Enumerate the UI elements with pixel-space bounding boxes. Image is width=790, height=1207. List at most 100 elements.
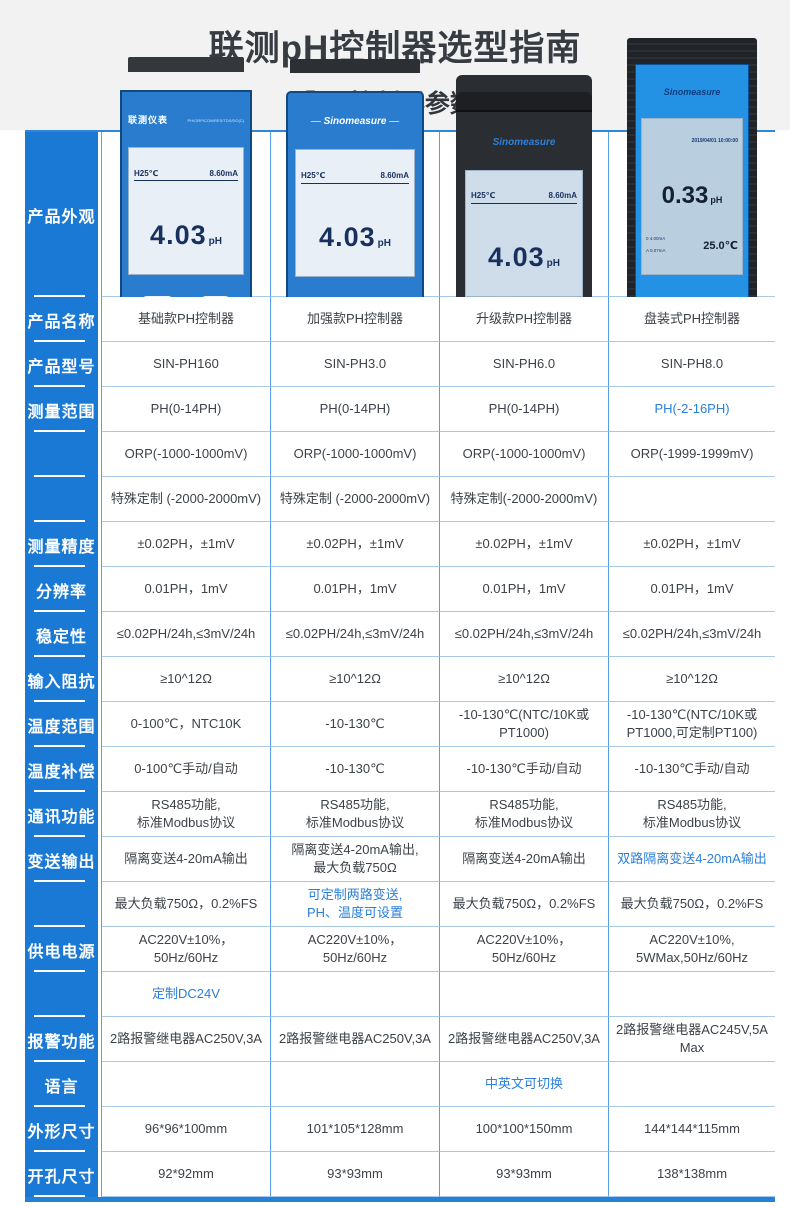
table-cell: 特殊定制(-2000-2000mV) [439, 477, 608, 522]
table-cell: 隔离变送4-20mA输出 [101, 837, 270, 882]
table-cell: 加强款PH控制器 [270, 297, 439, 342]
table-cell: ±0.02PH，±1mV [608, 522, 775, 567]
row-label: 温度范围 [25, 702, 101, 747]
table-cell: AC220V±10%，50Hz/60Hz [270, 927, 439, 972]
table-cell [270, 1062, 439, 1107]
product-image-panel: Sinomeasure 2019/04/01 10:00:00 0.33 pH 0… [608, 38, 775, 390]
row-label: 测量范围 [25, 387, 101, 432]
row-label: 产品型号 [25, 342, 101, 387]
device-lcd: H25℃ 8.60mA 4.03 pH [295, 149, 415, 277]
table-cell: 0-100℃手动/自动 [101, 747, 270, 792]
device-brand: Sinomeasure [492, 136, 556, 148]
table-cell: SIN-PH160 [101, 342, 270, 387]
table-cell: PH(0-14PH) [270, 387, 439, 432]
table-cell [608, 477, 775, 522]
table-cell: 特殊定制 (-2000-2000mV) [270, 477, 439, 522]
lcd-current: 8.60mA [380, 170, 409, 180]
lcd-unit: pH [710, 195, 723, 206]
table-cell: ≥10^12Ω [270, 657, 439, 702]
table-cell: ORP(-1000-1000mV) [270, 432, 439, 477]
row-label: 稳定性 [25, 612, 101, 657]
table-cell: ≤0.02PH/24h,≤3mV/24h [439, 612, 608, 657]
lcd-output1: 0 4.00mA [646, 235, 666, 241]
row-label: 报警功能 [25, 1017, 101, 1062]
row-label: 通讯功能 [25, 792, 101, 837]
table-cell: 2路报警继电器AC250V,3A [439, 1017, 608, 1062]
table-cell [439, 972, 608, 1017]
table-cell: 可定制两路变送, PH、温度可设置 [270, 882, 439, 927]
table-cell: 96*96*100mm [101, 1107, 270, 1152]
table-cell: 144*144*115mm [608, 1107, 775, 1152]
table-cell: 双路隔离变送4-20mA输出 [608, 837, 775, 882]
table-cell: ≥10^12Ω [608, 657, 775, 702]
lcd-output2: A 0.07mA [646, 247, 666, 253]
table-cell: AC220V±10%，50Hz/60Hz [439, 927, 608, 972]
row-label: 供电电源 [25, 927, 101, 972]
lcd-value: 0.33 [661, 182, 709, 210]
lcd-temp: H25℃ [301, 170, 326, 180]
table-cell: ≥10^12Ω [439, 657, 608, 702]
table-cell: 升级款PH控制器 [439, 297, 608, 342]
table-cell: -10-130℃ [270, 747, 439, 792]
table-cell [270, 972, 439, 1017]
table-cell: ≥10^12Ω [101, 657, 270, 702]
table-cell: RS485功能, 标准Modbus协议 [270, 792, 439, 837]
device-lid [290, 59, 420, 74]
table-cell: RS485功能, 标准Modbus协议 [439, 792, 608, 837]
table-cell: PH(-2-16PH) [608, 387, 775, 432]
table-cell: RS485功能, 标准Modbus协议 [608, 792, 775, 837]
lcd-unit: pH [377, 237, 391, 249]
lcd-current: 8.60mA [548, 191, 577, 201]
table-cell: ±0.02PH，±1mV [101, 522, 270, 567]
table-cell: 93*93mm [270, 1152, 439, 1197]
table-cell: PH(0-14PH) [101, 387, 270, 432]
table-cell: ≤0.02PH/24h,≤3mV/24h [608, 612, 775, 657]
table-cell: 93*93mm [439, 1152, 608, 1197]
table-cell: 0.01PH，1mV [101, 567, 270, 612]
device-brand: Sinomeasure [663, 87, 721, 98]
row-label: 语言 [25, 1062, 101, 1107]
table-cell: -10-130℃手动/自动 [439, 747, 608, 792]
device-model-note: PH/ORP/CON/RES/TDS/DO(C) [187, 117, 244, 123]
table-cell: ≤0.02PH/24h,≤3mV/24h [270, 612, 439, 657]
row-label: 产品名称 [25, 297, 101, 342]
table-cell: 定制DC24V [101, 972, 270, 1017]
row-label: 输入阻抗 [25, 657, 101, 702]
table-cell: SIN-PH6.0 [439, 342, 608, 387]
table-cell: 92*92mm [101, 1152, 270, 1197]
row-label: 测量精度 [25, 522, 101, 567]
lcd-temp: H25℃ [471, 191, 496, 201]
table-cell: 基础款PH控制器 [101, 297, 270, 342]
lcd-datetime: 2019/04/01 10:00:00 [691, 138, 738, 145]
row-label: 外形尺寸 [25, 1107, 101, 1152]
row-label [25, 972, 101, 1017]
device-brand: 联测仪表 [128, 115, 169, 126]
device-brand: Sinomeasure [295, 115, 415, 129]
table-cell: 特殊定制 (-2000-2000mV) [101, 477, 270, 522]
lcd-temp: H25℃ [134, 168, 159, 178]
table-cell: 隔离变送4-20mA输出 [439, 837, 608, 882]
table-cell: 138*138mm [608, 1152, 775, 1197]
device-lcd: H25℃ 8.60mA 4.03 pH [128, 147, 244, 275]
table-cell: SIN-PH8.0 [608, 342, 775, 387]
table-cell: 0.01PH，1mV [439, 567, 608, 612]
table-cell: 中英文可切换 [439, 1062, 608, 1107]
table-cell: 101*105*128mm [270, 1107, 439, 1152]
table-cell: 2路报警继电器AC250V,3A [101, 1017, 270, 1062]
table-cell: -10-130℃ [270, 702, 439, 747]
table-cell: ≤0.02PH/24h,≤3mV/24h [101, 612, 270, 657]
table-cell: ORP(-1000-1000mV) [101, 432, 270, 477]
table-cell [608, 1062, 775, 1107]
table-cell: 2路报警继电器AC245V,5A Max [608, 1017, 775, 1062]
device-lid [127, 57, 245, 73]
table-cell [608, 972, 775, 1017]
row-label: 分辨率 [25, 567, 101, 612]
table-cell: ORP(-1999-1999mV) [608, 432, 775, 477]
device-lcd: 2019/04/01 10:00:00 0.33 pH 0 4.00mA A 0.… [641, 117, 743, 276]
device-lid [456, 92, 592, 113]
lcd-temperature: 25.0℃ [703, 239, 738, 252]
table-cell: SIN-PH3.0 [270, 342, 439, 387]
table-cell: 隔离变送4-20mA输出, 最大负载750Ω [270, 837, 439, 882]
